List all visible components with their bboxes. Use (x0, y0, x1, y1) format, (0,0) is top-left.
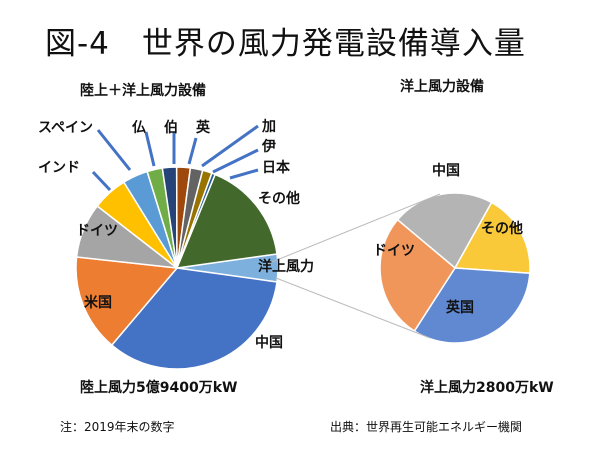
arrow-spain (96, 129, 132, 171)
pie-slice-12 (175, 173, 278, 269)
right-label-others: その他 (481, 221, 523, 237)
arrow-uk (187, 137, 198, 165)
label-arrows (91, 124, 259, 192)
pie-slice-1 (453, 201, 531, 275)
label-canada: 加 (262, 119, 276, 135)
left-chart-caption: 陸上風力5億9400万kW (80, 380, 238, 396)
label-japan: 日本 (262, 160, 290, 176)
label-france: 仏 (132, 120, 146, 136)
source-note: 出典：世界再生可能エネルギー機関 (330, 420, 523, 434)
connector-line-top (261, 193, 441, 267)
label-italy: 伊 (262, 139, 276, 155)
footnote: 注：2019年末の数字 (60, 420, 175, 434)
right-label-china: 中国 (432, 163, 460, 179)
arrow-japan (229, 168, 259, 180)
pie-slice-3 (379, 218, 456, 333)
right-chart-caption: 洋上風力2800万kW (420, 380, 554, 396)
pie-slice-0 (396, 192, 493, 270)
left-pie (75, 166, 279, 370)
label-india: インド (38, 160, 80, 176)
page-title: 図-4 世界の風力発電設備導入量 (45, 26, 526, 62)
label-usa: 米国 (84, 295, 112, 311)
arrow-italy (212, 148, 259, 174)
label-germany: ドイツ (76, 223, 118, 239)
label-spain: スペイン (38, 120, 94, 136)
left-chart-title: 陸上＋洋上風力設備 (80, 83, 206, 99)
label-china: 中国 (255, 335, 283, 351)
right-chart-title: 洋上風力設備 (400, 79, 484, 95)
pie-slice-1 (110, 267, 278, 370)
right-label-germany: ドイツ (373, 243, 415, 259)
connector-lines (261, 193, 441, 339)
label-offshore: 洋上風力 (258, 259, 314, 275)
label-brazil: 伯 (164, 120, 178, 136)
arrow-india (91, 170, 112, 192)
pie-slice-2 (75, 256, 179, 347)
label-others: その他 (258, 191, 300, 207)
right-pie (379, 192, 531, 344)
right-label-uk: 英国 (446, 300, 474, 316)
arrow-france (144, 131, 156, 167)
connector-line-bottom (275, 277, 431, 339)
label-uk: 英 (196, 120, 210, 136)
arrow-canada (201, 124, 259, 168)
